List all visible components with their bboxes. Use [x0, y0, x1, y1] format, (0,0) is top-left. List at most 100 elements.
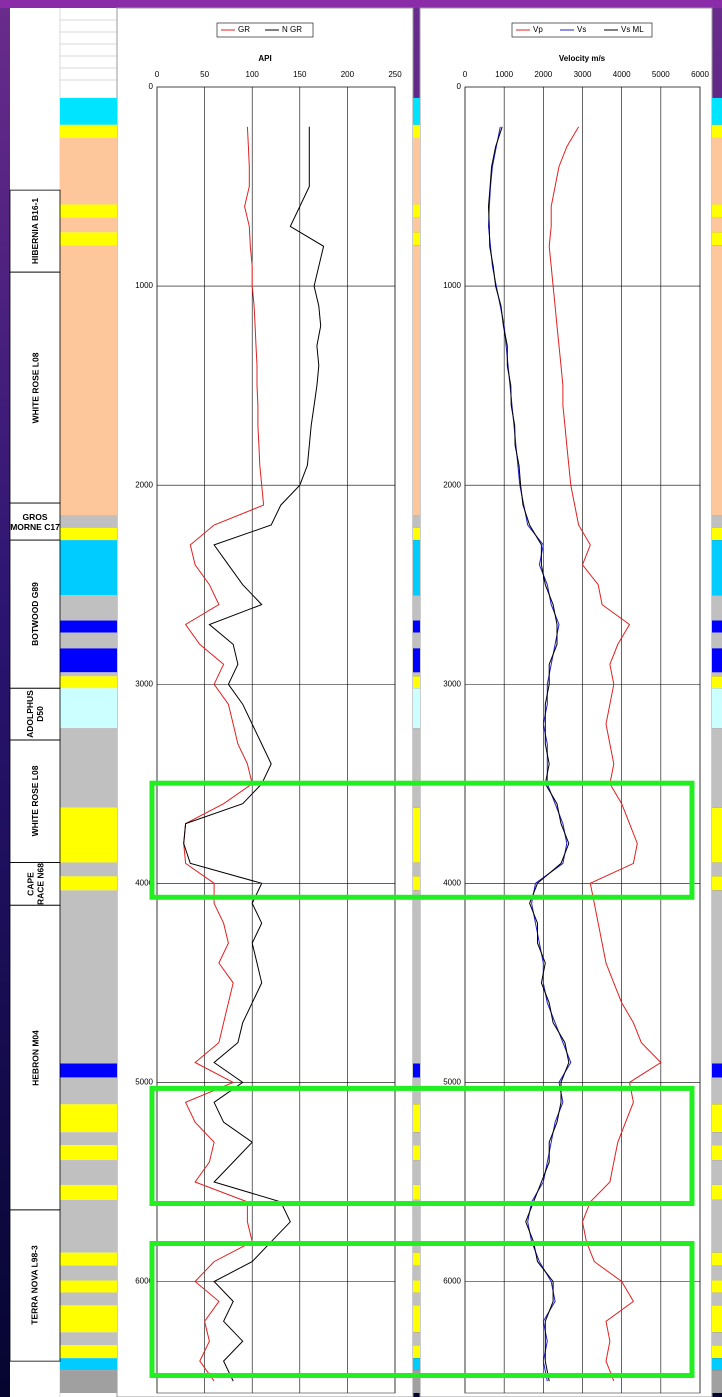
formation-label: CAPE RACE N68 — [11, 862, 59, 905]
y-tick-label: 3000 — [443, 679, 461, 688]
lithology-interval — [712, 890, 722, 1064]
lithology-interval — [413, 1104, 420, 1133]
top-bar — [0, 0, 722, 8]
lithology-interval — [60, 137, 117, 205]
lithology-interval — [712, 807, 722, 863]
lithology-interval — [60, 1077, 117, 1105]
lithology-interval — [60, 1252, 117, 1266]
lithology-interval — [60, 124, 117, 138]
formation-text: WHITE ROSE L08 — [30, 765, 40, 837]
formation-box — [9, 1209, 61, 1362]
lithology-interval — [60, 1292, 117, 1306]
plot-area — [156, 86, 396, 1394]
lithology-interval — [413, 676, 420, 689]
y-tick-label: 6000 — [443, 1277, 461, 1286]
lithology-interval — [712, 620, 722, 633]
lithology-interval — [60, 1160, 117, 1185]
lithology-interval — [413, 1332, 420, 1346]
lithology-interval — [712, 1132, 722, 1146]
lithology-interval — [712, 1332, 722, 1346]
lithology-interval — [413, 245, 420, 516]
x-tick-label: 50 — [200, 70, 209, 79]
x-tick-label: 4000 — [613, 70, 631, 79]
lithology-interval — [413, 1199, 420, 1253]
lithology-interval — [60, 728, 117, 808]
lithology-interval — [712, 1305, 722, 1333]
log-curve — [183, 126, 325, 1382]
x-axis-title: API — [258, 54, 271, 63]
lithology-interval — [712, 632, 722, 649]
lithology-interval — [413, 1305, 420, 1333]
legend-label: Vs — [577, 25, 586, 34]
lithology-interval — [712, 1199, 722, 1253]
lithology-interval — [712, 540, 722, 596]
lithology-interval — [413, 862, 420, 877]
lithology-interval — [413, 1370, 420, 1393]
lithology-interval — [712, 1265, 722, 1281]
y-tick-label: 5000 — [135, 1078, 153, 1087]
x-tick-label: 100 — [246, 70, 260, 79]
lithology-interval — [712, 595, 722, 621]
y-tick-label: 4000 — [135, 878, 153, 887]
x-tick-label: 5000 — [652, 70, 670, 79]
lithology-interval — [60, 620, 117, 633]
lithology-interval — [60, 672, 117, 677]
formation-text: WHITE ROSE L08 — [30, 352, 40, 424]
y-tick-label: 5000 — [443, 1078, 461, 1087]
lithology-interval — [712, 1345, 722, 1359]
lithology-interval — [60, 876, 117, 891]
lithology-interval — [712, 1145, 722, 1161]
lithology-interval — [413, 217, 420, 233]
lithology-interval — [712, 1077, 722, 1105]
lithology-interval — [712, 1370, 722, 1393]
lithology-interval — [413, 515, 420, 528]
lithology-interval — [60, 1305, 117, 1333]
lithology-interval — [413, 620, 420, 633]
lithology-interval — [60, 527, 117, 541]
lithology-interval — [60, 1345, 117, 1359]
lithology-interval — [60, 1358, 117, 1371]
lithology-interval — [712, 1292, 722, 1306]
y-tick-label: 4000 — [443, 878, 461, 887]
lithology-interval — [413, 672, 420, 677]
lithology-interval — [413, 1265, 420, 1281]
lithology-interval — [413, 1345, 420, 1359]
lithology-interval — [413, 124, 420, 138]
lithology-interval — [413, 1358, 420, 1371]
lithology-interval — [413, 648, 420, 673]
formation-text: ADOLPHUS D50 — [24, 690, 45, 738]
legend-label: Vp — [533, 25, 543, 34]
y-tick-label: 0 — [457, 82, 462, 91]
lithology-interval — [60, 1145, 117, 1161]
formation-label: GROS MORNE C17 — [10, 503, 60, 540]
x-tick-label: 0 — [463, 70, 468, 79]
lithology-interval — [60, 862, 117, 877]
highlight-box — [149, 1085, 695, 1206]
log-curve — [183, 126, 265, 1382]
x-tick-label: 150 — [293, 70, 307, 79]
lithology-interval — [60, 1104, 117, 1133]
formation-label: WHITE ROSE L08 — [11, 740, 59, 862]
lithology-interval — [413, 595, 420, 621]
lithology-interval — [712, 1104, 722, 1133]
lithology-interval — [712, 1280, 722, 1293]
lithology-interval — [413, 1280, 420, 1293]
x-tick-label: 2000 — [534, 70, 552, 79]
formation-label: HIBERNIA B16-1 — [11, 190, 59, 272]
lithology-interval — [413, 1184, 420, 1200]
formation-label: BOTWOOD G89 — [11, 540, 59, 688]
lithology-interval — [60, 1063, 117, 1078]
lithology-interval — [413, 1292, 420, 1306]
x-tick-label: 0 — [155, 70, 160, 79]
lithology-interval — [60, 648, 117, 673]
lithology-interval — [60, 540, 117, 596]
lithology-interval — [712, 527, 722, 541]
x-axis-title: Velocity m/s — [559, 54, 606, 63]
formation-text: HIBERNIA B16-1 — [30, 197, 41, 265]
formation-label: HEBRON M04 — [11, 905, 59, 1210]
lithology-interval — [60, 97, 117, 125]
lithology-interval — [413, 807, 420, 863]
lithology-interval — [712, 648, 722, 673]
lithology-interval — [413, 232, 420, 246]
lithology-interval — [60, 688, 117, 729]
